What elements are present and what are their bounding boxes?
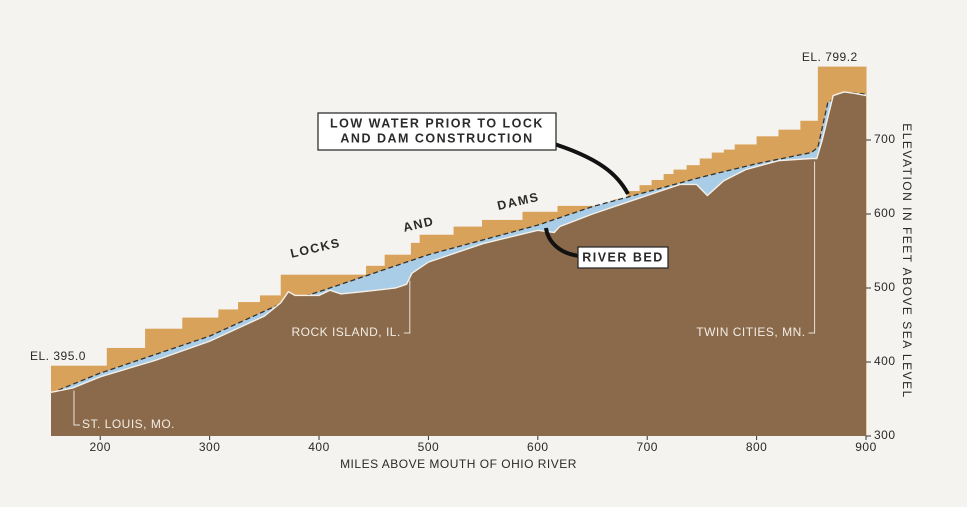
place-label: ST. LOUIS, MO.	[82, 417, 175, 431]
place-leader	[403, 280, 411, 334]
place-leader	[808, 161, 816, 334]
elevation-label: EL. 799.2	[802, 50, 858, 64]
callout-leader	[544, 227, 581, 258]
x-tick-label: 200	[89, 440, 111, 454]
place-label: ROCK ISLAND, IL.	[291, 325, 400, 339]
y-tick-label: 300	[874, 428, 896, 442]
river-bed	[51, 91, 866, 437]
callout-box	[577, 246, 669, 269]
x-tick-label: 300	[199, 440, 221, 454]
callout-box	[317, 112, 557, 151]
x-tick-label: 800	[746, 440, 768, 454]
x-tick-label: 400	[308, 440, 330, 454]
place-leader	[73, 390, 80, 426]
place-label: TWIN CITIES, MN.	[696, 325, 805, 339]
callout-text: LOW WATER PRIOR TO LOCK	[330, 116, 544, 130]
elevation-label: EL. 395.0	[30, 349, 86, 363]
x-tick-label: 700	[636, 440, 658, 454]
y-tick-label: 500	[874, 280, 896, 294]
x-axis-label: MILES ABOVE MOUTH OF OHIO RIVER	[340, 457, 577, 471]
y-axis-label: ELEVATION IN FEET ABOVE SEA LEVEL	[900, 123, 914, 399]
x-tick-label: 500	[418, 440, 440, 454]
callout-text: RIVER BED	[582, 250, 664, 264]
callout-text: AND DAM CONSTRUCTION	[340, 131, 533, 145]
y-tick-label: 700	[874, 132, 896, 146]
y-tick-label: 600	[874, 206, 896, 220]
callout-leader	[547, 140, 630, 195]
low-water-line	[50, 91, 867, 394]
y-tick-label: 400	[874, 354, 896, 368]
x-tick-label: 900	[855, 440, 877, 454]
x-tick-label: 600	[527, 440, 549, 454]
river-bed-edge	[50, 91, 867, 394]
